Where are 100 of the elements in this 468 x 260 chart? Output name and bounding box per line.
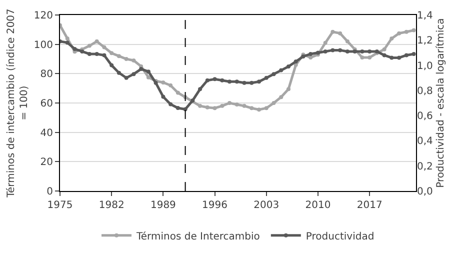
y-tick-label: 100 [34,40,53,51]
y-tick-label: 120 [34,10,53,22]
point [308,52,313,56]
point [338,48,342,52]
point [390,36,394,40]
y2-tick-label: 0,4 [417,136,433,148]
point [272,72,276,76]
point [176,106,180,110]
point [382,47,386,52]
point [345,39,350,44]
y2-tick-label: 0,8 [417,86,433,97]
x-tick-label: 2017 [356,200,382,211]
y2-tick-label: 0,6 [417,111,433,122]
point [397,31,402,36]
point [234,80,239,84]
y2-tick-label: 0,2 [417,161,433,172]
point [146,70,150,74]
x-tick-label: 2003 [254,200,280,211]
point [345,49,350,54]
point [397,56,402,60]
point [390,56,394,60]
point [102,45,106,50]
point [168,83,173,88]
x-tick-label: 1975 [47,200,73,211]
point [139,67,144,72]
point [110,51,114,56]
point [220,104,224,108]
point [116,70,121,75]
point [242,80,246,85]
point [161,94,166,99]
point [124,57,128,61]
point [94,52,99,56]
x-tick-label: 2010 [305,200,331,211]
point [368,56,372,60]
point [257,80,262,84]
point [294,60,298,64]
point [212,77,217,82]
point [168,102,173,106]
y2-tick-label: 1,4 [417,10,433,22]
point [279,95,284,100]
point [220,78,224,82]
point [242,104,246,108]
y-axis-title: Términos de intercambio (índice 2007 = 100) [6,8,30,198]
point [124,76,128,80]
point [65,40,70,45]
point [228,80,232,84]
point [250,106,254,110]
y2-tick-label: 0,0 [417,186,433,198]
y2-tick-label: 1,2 [417,36,433,47]
y-tick-label: 0 [46,186,53,198]
y-tick-label: 60 [40,98,53,110]
point [102,53,106,58]
point [412,28,416,32]
legend-label: Productividad [306,231,374,242]
point [360,49,364,54]
x-tick-label: 1996 [202,200,228,211]
point [87,52,92,56]
point [198,87,202,92]
point [264,76,268,80]
point [250,80,254,85]
point [323,40,328,45]
point [161,80,166,84]
point [228,101,232,105]
point [72,46,77,51]
legend-label: Términos de Intercambio [136,231,260,242]
point [279,68,284,72]
point [272,101,276,105]
x-tick-label: 1982 [98,200,124,211]
point [264,106,268,110]
point [404,53,408,58]
point [360,56,364,60]
point [146,75,150,80]
point [94,39,99,44]
point [368,49,372,54]
point [382,53,386,58]
y-tick-label: 40 [40,128,53,139]
point [412,52,416,56]
x-tick-label: 1989 [150,200,176,211]
point [205,105,210,110]
point [212,106,217,110]
point [65,36,70,40]
y-tick-label: 80 [40,69,53,80]
point [257,108,262,112]
point [234,102,239,106]
point [116,54,121,58]
point [338,31,342,36]
point [198,104,202,108]
y2-axis-title: Productividad - escala logarítmica [435,18,446,188]
y2-tick-label: 1,0 [417,60,433,72]
point [308,56,313,60]
point [404,30,408,34]
point [286,64,290,69]
point [323,49,328,54]
point [205,78,210,82]
point [286,87,290,92]
point [132,58,136,62]
point [176,90,180,95]
y-tick-label: 20 [40,157,53,168]
point [110,63,114,68]
point [132,72,136,76]
